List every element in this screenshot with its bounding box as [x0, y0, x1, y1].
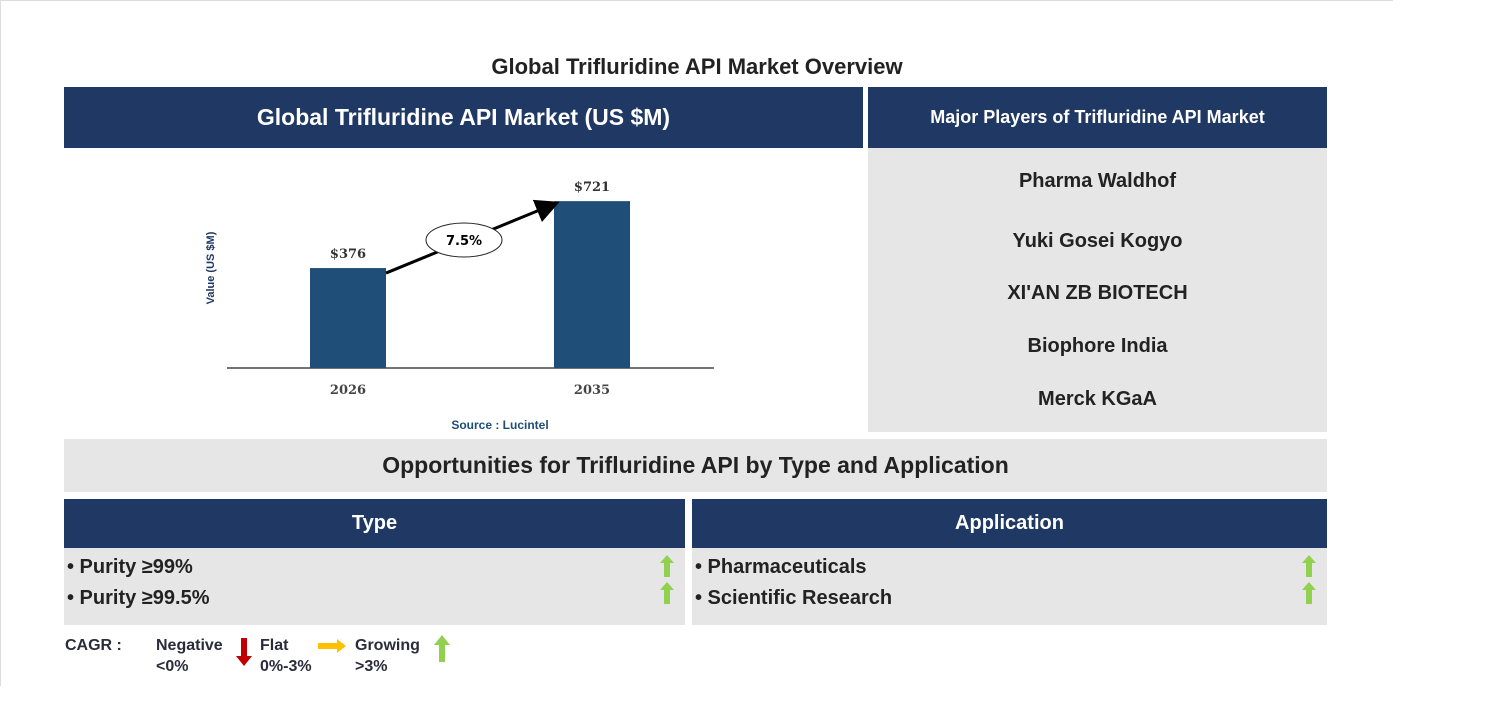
flat-arrow-icon — [318, 639, 346, 653]
y-axis-label: Value (US $M) — [205, 231, 217, 304]
bar-2035 — [554, 201, 630, 368]
frame-border — [0, 0, 1393, 686]
legend-negative-range: <0% — [156, 658, 189, 675]
legend-flat-label: Flat — [260, 637, 289, 654]
player-item: XI'AN ZB BIOTECH — [1007, 282, 1188, 304]
legend-negative: Negative <0% — [156, 635, 223, 677]
growing-arrow-icon — [660, 555, 674, 577]
legend-flat-range: 0%-3% — [260, 658, 312, 675]
type-item: • Purity ≥99% — [67, 556, 193, 578]
x-tick-label: 2035 — [574, 383, 610, 398]
player-item: Merck KGaA — [1038, 388, 1157, 410]
opportunities-title: Opportunities for Trifluridine API by Ty… — [64, 439, 1327, 492]
growing-arrow-icon — [1302, 555, 1316, 577]
page-title: Global Trifluridine API Market Overview — [491, 54, 903, 79]
player-item: Biophore India — [1027, 335, 1168, 357]
legend-growing: Growing >3% — [355, 635, 420, 677]
application-header: Application — [692, 499, 1327, 548]
legend-growing-range: >3% — [355, 658, 388, 675]
x-tick-label: 2026 — [330, 383, 366, 398]
legend-flat: Flat 0%-3% — [260, 635, 312, 677]
players-panel: Pharma Waldhof Yuki Gosei Kogyo XI'AN ZB… — [868, 148, 1327, 432]
cagr-label: 7.5% — [446, 234, 482, 249]
legend-growing-label: Growing — [355, 637, 420, 654]
market-bar-chart: Value (US $M) $376 2026 $721 2035 7.5% Sour… — [205, 180, 714, 432]
type-item: • Purity ≥99.5% — [67, 587, 210, 609]
bar-2026 — [310, 268, 386, 368]
player-item: Yuki Gosei Kogyo — [1012, 230, 1183, 252]
cagr-ellipse — [425, 222, 503, 258]
application-item: • Scientific Research — [695, 587, 893, 609]
player-item: Pharma Waldhof — [1018, 170, 1177, 192]
bar-value-label: $376 — [330, 247, 366, 262]
players-header: Major Players of Trifluridine API Market — [868, 87, 1327, 148]
type-header: Type — [64, 499, 685, 548]
growing-arrow-icon — [434, 635, 450, 662]
growing-arrow-icon — [1302, 582, 1316, 604]
growing-arrow-icon — [660, 582, 674, 604]
negative-arrow-icon — [236, 638, 252, 666]
application-panel: • Pharmaceuticals • Scientific Research — [692, 548, 1327, 625]
market-header: Global Trifluridine API Market (US $M) — [64, 87, 863, 148]
bar-value-label: $721 — [574, 180, 610, 195]
source-label: Source : Lucintel — [451, 418, 548, 432]
type-panel: • Purity ≥99% • Purity ≥99.5% — [64, 548, 685, 625]
application-item: • Pharmaceuticals — [695, 556, 867, 578]
legend-negative-label: Negative — [156, 637, 223, 654]
legend-cagr-label: CAGR : — [65, 637, 122, 654]
